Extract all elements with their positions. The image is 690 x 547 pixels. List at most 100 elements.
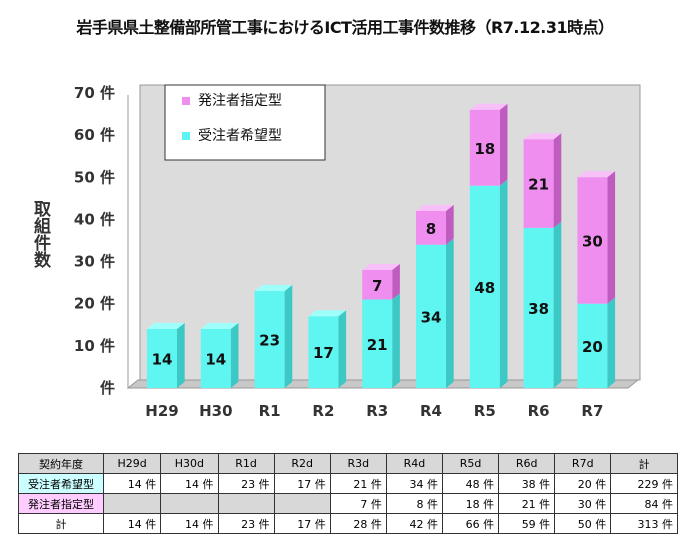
legend-swatch bbox=[182, 132, 190, 140]
bar-side bbox=[553, 221, 562, 388]
table-cell: 18 件 bbox=[441, 493, 500, 514]
header-cell: R5d bbox=[441, 453, 500, 474]
bar-value-label: 17 bbox=[313, 344, 334, 362]
bar-side bbox=[607, 171, 616, 304]
table-cell: 42 件 bbox=[385, 513, 443, 534]
bar-value-label: 18 bbox=[474, 140, 495, 158]
y-tick-label: 70 件 bbox=[74, 84, 115, 102]
bar bbox=[577, 177, 608, 304]
chart-title: 岩手県県土整備部所管工事におけるICT活用工事件数推移（R7.12.31時点） bbox=[76, 18, 614, 37]
table-cell bbox=[217, 493, 275, 514]
legend-swatch bbox=[182, 97, 190, 105]
table-row: 受注者希望型 14 件 14 件 23 件 17 件 21 件 34 件 48 件 38 件 20… bbox=[18, 473, 678, 494]
bar-value-label: 21 bbox=[528, 176, 549, 194]
y-tick-label: 40 件 bbox=[74, 210, 115, 228]
y-tick-label: 30 件 bbox=[74, 253, 115, 271]
bar-chart: 件 10 件 20 件 30 件 40 件 50 件 60 件 70 件 14 H29 14 H30 2… bbox=[74, 84, 641, 420]
legend-label: 発注者指定型 bbox=[198, 93, 282, 109]
table-cell: 28 件 bbox=[329, 513, 387, 534]
bar-value-label: 8 bbox=[426, 220, 436, 238]
bar-value-label: 14 bbox=[205, 351, 226, 369]
bar-top bbox=[200, 322, 239, 329]
y-tick-label: 50 件 bbox=[74, 168, 115, 186]
bar-side bbox=[607, 297, 616, 388]
header-cell: R3d bbox=[329, 453, 387, 474]
bar-value-label: 30 bbox=[582, 233, 603, 251]
bar bbox=[147, 329, 177, 388]
header-cell: R2d bbox=[273, 453, 331, 474]
header-cell: H29d bbox=[102, 453, 162, 474]
x-tick-label: H29 bbox=[145, 402, 178, 420]
bar-top bbox=[469, 103, 508, 110]
bar-side bbox=[338, 310, 347, 388]
data-table: 契約年度 H29d H30d R1d R2d R3d R4d R5d R6d R7d 計受注者希望型… bbox=[18, 453, 678, 534]
bar-value-label: 21 bbox=[367, 336, 388, 354]
bar-side bbox=[553, 133, 562, 228]
bar-side bbox=[392, 263, 400, 300]
bar-value-label: 20 bbox=[582, 338, 603, 356]
bar bbox=[469, 109, 500, 186]
bar-value-label: 38 bbox=[528, 300, 549, 318]
header-cell: R4d bbox=[385, 453, 443, 474]
x-tick-label: R2 bbox=[312, 402, 334, 420]
row-label: 計 bbox=[18, 513, 104, 534]
table-cell bbox=[273, 493, 331, 514]
bar-top bbox=[416, 204, 454, 211]
table-cell: 66 件 bbox=[441, 513, 500, 534]
header-cell: 計 bbox=[610, 453, 678, 474]
x-tick-label: R4 bbox=[420, 402, 442, 420]
table-cell: 50 件 bbox=[554, 513, 612, 534]
table-cell: 14 件 bbox=[160, 473, 219, 494]
table-cell: 14 件 bbox=[102, 473, 162, 494]
y-tick-label: 60 件 bbox=[74, 126, 115, 144]
bar-value-label: 48 bbox=[474, 279, 495, 297]
bar-top bbox=[577, 171, 616, 178]
header-cell: R1d bbox=[217, 453, 275, 474]
bar-top bbox=[308, 310, 347, 317]
table-cell: 59 件 bbox=[498, 513, 556, 534]
bar bbox=[308, 316, 339, 388]
bar-value-label: 14 bbox=[152, 351, 173, 369]
bar bbox=[523, 227, 554, 388]
table-cell: 229 件 bbox=[610, 473, 678, 494]
x-tick-label: R1 bbox=[259, 402, 281, 420]
header-cell: 契約年度 bbox=[18, 453, 104, 474]
bar bbox=[416, 244, 446, 388]
bar-side bbox=[446, 204, 454, 245]
bar-side bbox=[446, 238, 454, 388]
bar bbox=[469, 185, 500, 388]
table-cell: 14 件 bbox=[160, 513, 219, 534]
bar-top bbox=[523, 133, 562, 140]
table-cell: 21 件 bbox=[498, 493, 556, 514]
bar-side bbox=[230, 322, 239, 388]
table-cell bbox=[102, 493, 162, 514]
bar bbox=[200, 329, 231, 388]
table-cell: 38 件 bbox=[498, 473, 556, 494]
table-cell: 48 件 bbox=[441, 473, 500, 494]
y-tick-label: 20 件 bbox=[74, 295, 115, 313]
bar-value-label: 7 bbox=[372, 277, 382, 295]
bar-side bbox=[499, 103, 508, 186]
y-axis-label: 取組件数 bbox=[30, 200, 50, 268]
table-cell: 14 件 bbox=[102, 513, 162, 534]
x-tick-label: H30 bbox=[199, 402, 232, 420]
legend-label: 受注者希望型 bbox=[198, 128, 282, 144]
bar-side bbox=[392, 293, 400, 388]
table-cell: 17 件 bbox=[273, 473, 331, 494]
table-cell: 313 件 bbox=[610, 513, 678, 534]
bar-side bbox=[499, 179, 508, 388]
header-cell: R6d bbox=[498, 453, 556, 474]
bar bbox=[523, 139, 554, 228]
bar-top bbox=[254, 284, 293, 292]
table-cell: 21 件 bbox=[329, 473, 387, 494]
table-row: 計 14 件 14 件 23 件 17 件 28 件 42 件 66 件 59 件 50 件 313… bbox=[18, 513, 678, 534]
table-cell bbox=[160, 493, 219, 514]
table-cell: 84 件 bbox=[610, 493, 678, 514]
x-tick-label: R3 bbox=[366, 402, 388, 420]
table-cell: 8 件 bbox=[385, 493, 443, 514]
table-cell: 34 件 bbox=[385, 473, 443, 494]
bar bbox=[362, 270, 393, 300]
table-cell: 7 件 bbox=[329, 493, 387, 514]
bar-side bbox=[284, 284, 293, 388]
bar-value-label: 23 bbox=[259, 332, 280, 350]
